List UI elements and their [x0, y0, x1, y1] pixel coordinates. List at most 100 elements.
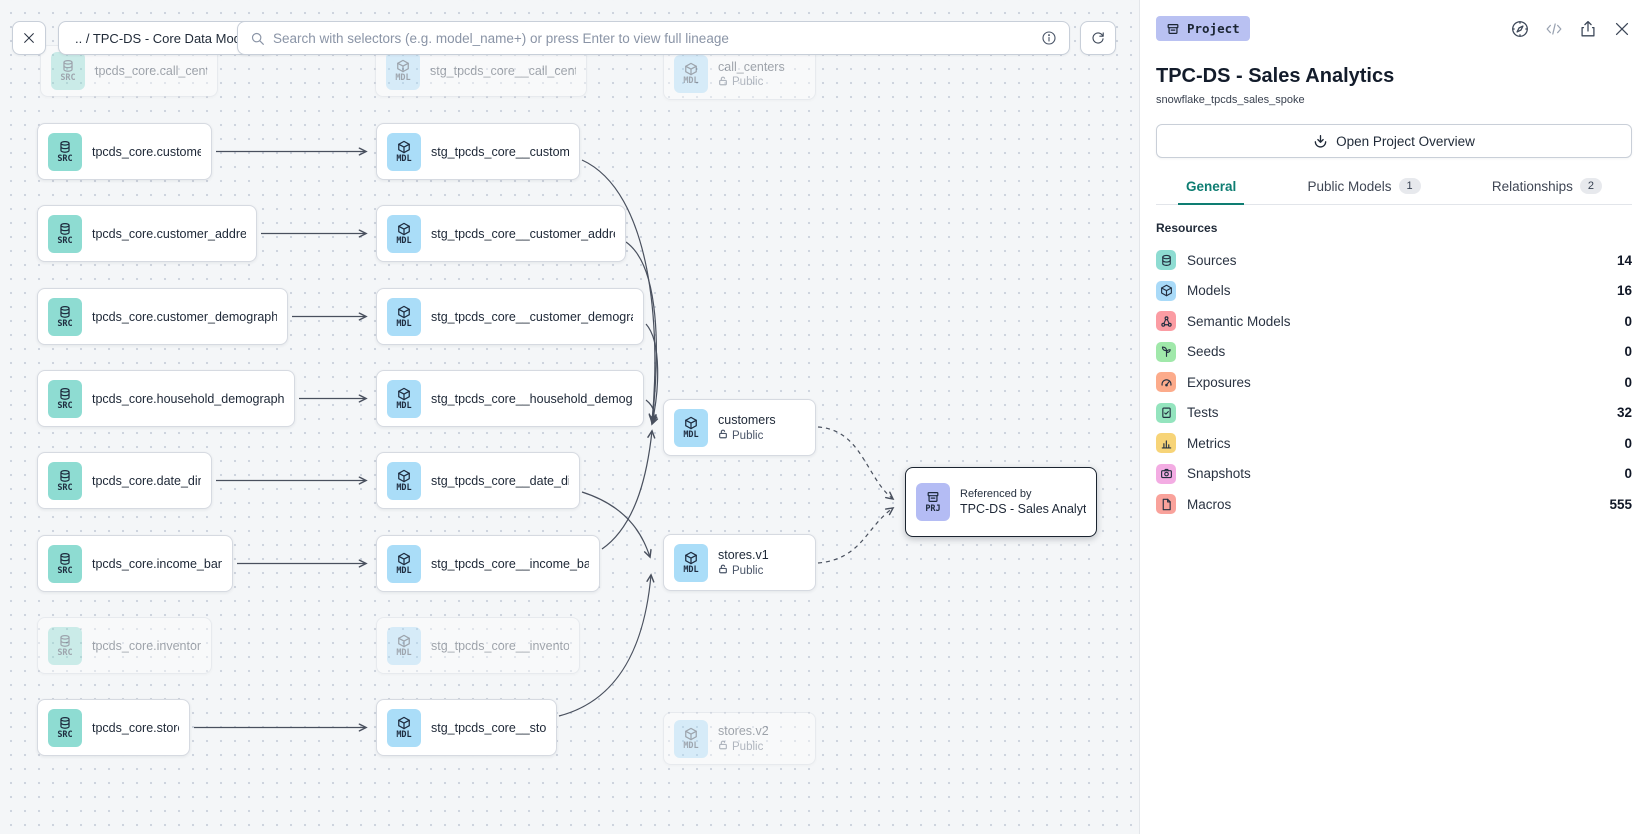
cube-icon: MDL — [674, 719, 708, 758]
tab-label: Relationships — [1491, 178, 1573, 194]
lineage-node-prj_sales_analytics[interactable]: PRJ Referenced by TPC-DS - Sales Analytics — [905, 467, 1097, 537]
code-icon[interactable] — [1544, 19, 1564, 39]
resource-count: 0 — [1624, 374, 1632, 390]
lineage-node-src_customer_address[interactable]: SRC tpcds_core.customer_address — [37, 205, 257, 262]
lineage-node-pub_call_centers[interactable]: MDL call_centers Public — [663, 48, 816, 100]
resource-label: Exposures — [1187, 374, 1251, 390]
cube-icon: MDL — [386, 52, 420, 90]
resource-row-exposures[interactable]: Exposures 0 — [1156, 367, 1632, 398]
cube-icon: MDL — [674, 408, 708, 447]
resource-row-tests[interactable]: Tests 32 — [1156, 398, 1632, 429]
lock-open-icon — [718, 740, 728, 753]
resource-label: Snapshots — [1187, 466, 1251, 482]
lineage-node-src_inventory[interactable]: SRC tpcds_core.inventory — [37, 617, 212, 674]
page-title: TPC-DS - Sales Analytics — [1156, 65, 1395, 87]
node-label: call_centers — [718, 59, 785, 74]
node-label: tpcds_core.customer — [92, 144, 201, 159]
resource-row-macros[interactable]: Macros 555 — [1156, 489, 1632, 520]
project-badge-label: Project — [1187, 21, 1240, 36]
lineage-canvas[interactable]: SRC tpcds_core.call_center MDL stg_tpcds_co… — [0, 0, 1139, 834]
lineage-node-src_household_demographics[interactable]: SRC tpcds_core.household_demographics — [37, 370, 295, 427]
database-icon: SRC — [48, 214, 82, 253]
cube-icon: MDL — [387, 708, 421, 747]
node-label: customers — [718, 413, 776, 427]
lineage-node-mdl_household_demographics[interactable]: MDL stg_tpcds_core__household_demogr… — [376, 370, 644, 427]
node-label: stg_tpcds_core__call_center — [430, 64, 576, 78]
node-meta: Referenced by — [960, 488, 1032, 500]
cube-icon — [1156, 280, 1176, 301]
database-icon: SRC — [48, 544, 82, 583]
close-panel-icon[interactable] — [1612, 19, 1632, 39]
resource-row-semantic-models[interactable]: Semantic Models 0 — [1156, 306, 1632, 337]
public-access-label: Public — [718, 76, 785, 89]
lineage-node-pub_stores_v2[interactable]: MDL stores.v2 Public — [663, 712, 816, 765]
resource-label: Metrics — [1187, 435, 1231, 451]
resource-count: 14 — [1616, 252, 1632, 268]
lineage-node-pub_stores_v1[interactable]: MDL stores.v1 Public — [663, 534, 816, 591]
resource-row-models[interactable]: Models 16 — [1156, 276, 1632, 307]
bar-chart-icon — [1156, 433, 1176, 454]
node-label: tpcds_core.inventory — [92, 638, 201, 653]
lineage-node-src_customer_demographics[interactable]: SRC tpcds_core.customer_demographics — [37, 288, 288, 345]
resource-row-metrics[interactable]: Metrics 0 — [1156, 428, 1632, 459]
resource-row-sources[interactable]: Sources 14 — [1156, 245, 1632, 276]
tab-count-badge: 1 — [1398, 178, 1421, 194]
search-input[interactable] — [273, 30, 1033, 46]
explore-compass-icon[interactable] — [1510, 19, 1530, 39]
lineage-node-src_income_band[interactable]: SRC tpcds_core.income_band — [37, 535, 233, 592]
archive-icon: PRJ — [916, 483, 950, 521]
overview-docs-icon — [1314, 134, 1327, 148]
lineage-node-mdl_customer[interactable]: MDL stg_tpcds_core__customer — [376, 123, 580, 180]
resource-row-snapshots[interactable]: Snapshots 0 — [1156, 459, 1632, 490]
node-label: stg_tpcds_core__customer_demogra… — [431, 309, 633, 324]
tab-label: Public Models — [1307, 178, 1392, 194]
database-icon: SRC — [48, 708, 82, 747]
node-label: stg_tpcds_core__customer — [431, 144, 569, 159]
clipboard-check-icon — [1156, 402, 1176, 423]
resource-count: 0 — [1624, 466, 1632, 482]
project-detail-panel: Project TPC-DS - Sales Analytics snowfla… — [1139, 0, 1648, 834]
close-lineage-button[interactable] — [12, 21, 46, 55]
tab-relationships[interactable]: Relationships 2 — [1490, 178, 1604, 204]
database-icon: SRC — [51, 52, 85, 90]
resource-label: Seeds — [1187, 344, 1226, 360]
lineage-node-src_store[interactable]: SRC tpcds_core.store — [37, 699, 190, 756]
node-label: tpcds_core.household_demographics — [92, 391, 284, 406]
node-label: TPC-DS - Sales Analytics — [960, 502, 1086, 516]
database-icon: SRC — [48, 461, 82, 500]
breadcrumb-label: .. / TPC-DS - Core Data Models — [75, 30, 258, 46]
lineage-node-src_customer[interactable]: SRC tpcds_core.customer — [37, 123, 212, 180]
database-icon: SRC — [48, 297, 82, 336]
close-icon — [24, 33, 34, 43]
cube-icon: MDL — [387, 297, 421, 336]
node-label: stores.v2 — [718, 724, 769, 738]
resource-count: 0 — [1624, 313, 1632, 329]
tab-label: General — [1186, 178, 1237, 194]
tab-public-models[interactable]: Public Models 1 — [1305, 178, 1422, 204]
node-label: tpcds_core.store — [92, 720, 179, 735]
lineage-node-mdl_store[interactable]: MDL stg_tpcds_core__store — [376, 699, 557, 756]
resource-label: Sources — [1187, 252, 1237, 268]
tab-general[interactable]: General — [1177, 178, 1245, 205]
lineage-node-mdl_customer_address[interactable]: MDL stg_tpcds_core__customer_address — [376, 205, 626, 262]
node-label: stg_tpcds_core__store — [431, 720, 546, 735]
lineage-node-mdl_income_band[interactable]: MDL stg_tpcds_core__income_band — [376, 535, 600, 592]
resource-label: Semantic Models — [1187, 313, 1291, 329]
open-project-overview-button[interactable]: Open Project Overview — [1156, 124, 1632, 158]
node-label: stg_tpcds_core__date_dim — [431, 473, 569, 488]
lineage-node-mdl_inventory[interactable]: MDL stg_tpcds_core__inventory — [376, 617, 580, 674]
lineage-node-pub_customers[interactable]: MDL customers Public — [663, 399, 816, 456]
database-icon: SRC — [48, 132, 82, 171]
resource-label: Models — [1187, 283, 1231, 299]
share-icon[interactable] — [1578, 19, 1598, 39]
node-label: tpcds_core.date_dim — [92, 473, 201, 488]
search-bar[interactable] — [237, 21, 1070, 55]
refresh-button[interactable] — [1080, 21, 1116, 55]
cube-icon: MDL — [387, 626, 421, 665]
info-icon[interactable] — [1041, 30, 1057, 46]
lineage-node-mdl_date_dim[interactable]: MDL stg_tpcds_core__date_dim — [376, 452, 580, 509]
lineage-node-mdl_customer_demographics[interactable]: MDL stg_tpcds_core__customer_demogra… — [376, 288, 644, 345]
project-subtitle: snowflake_tpcds_sales_spoke — [1156, 94, 1305, 106]
lineage-node-src_date_dim[interactable]: SRC tpcds_core.date_dim — [37, 452, 212, 509]
resource-row-seeds[interactable]: Seeds 0 — [1156, 337, 1632, 368]
